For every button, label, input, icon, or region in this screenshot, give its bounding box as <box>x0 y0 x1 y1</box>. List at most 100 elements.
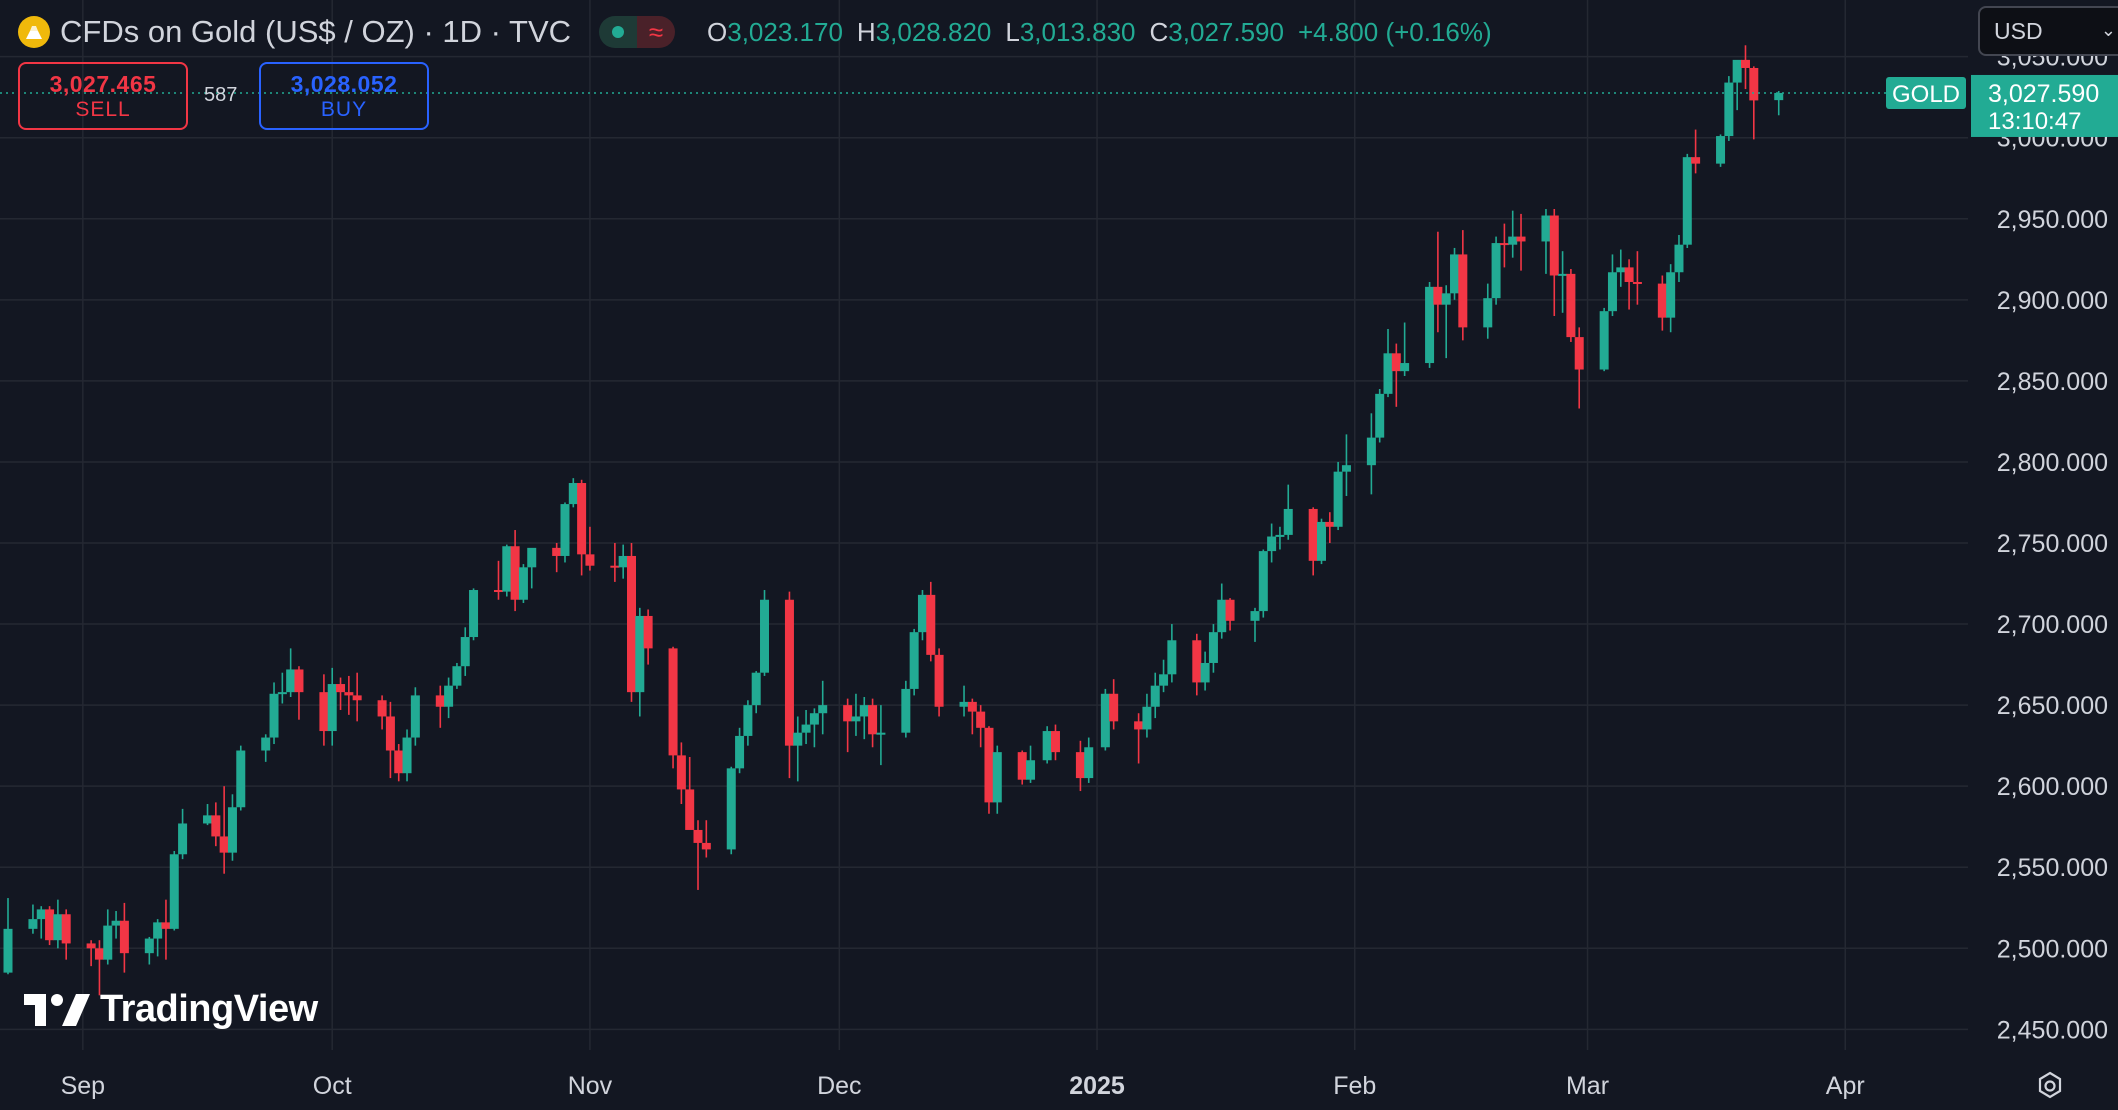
candle-body <box>502 546 512 592</box>
candle-down <box>294 666 304 720</box>
candle-up <box>1026 745 1036 783</box>
candle-up <box>1774 90 1784 116</box>
candle-body <box>1774 92 1784 101</box>
candle-body <box>460 637 470 667</box>
candle-body <box>28 919 38 929</box>
candle-up <box>1217 583 1227 639</box>
candle-body <box>626 555 636 693</box>
candle-body <box>901 688 911 733</box>
candle-body <box>1691 157 1701 164</box>
candle-body <box>1217 599 1227 633</box>
candle-body <box>269 693 279 738</box>
candle-body <box>61 914 71 944</box>
y-tick-label: 2,950.000 <box>1997 206 2108 234</box>
candle-body <box>701 842 711 850</box>
candle-down <box>1391 343 1401 407</box>
candle-up <box>726 766 736 855</box>
candle-up <box>410 687 420 746</box>
candle-body <box>444 685 454 707</box>
y-tick-label: 2,900.000 <box>1997 287 2108 315</box>
candle-down <box>1325 512 1335 543</box>
candle-up <box>1375 388 1385 443</box>
y-tick-label: 2,500.000 <box>1997 935 2108 963</box>
market-status-icon[interactable]: ≈ <box>599 16 676 48</box>
candle-down <box>693 820 703 890</box>
candle-down <box>626 543 636 702</box>
candle-body <box>676 755 686 790</box>
candle-up <box>801 709 811 745</box>
candle-body <box>1499 243 1509 246</box>
candle-down <box>1109 679 1119 730</box>
watermark-text: TradingView <box>100 988 318 1030</box>
candle-body <box>153 922 163 939</box>
candle-up <box>28 904 38 934</box>
candle-up <box>1425 281 1435 368</box>
candle-up <box>1541 209 1551 274</box>
candle-body <box>1391 353 1401 372</box>
symbol-title[interactable]: CFDs on Gold (US$ / OZ) · 1D · TVC <box>60 14 572 49</box>
candle-body <box>685 789 695 830</box>
candle-body <box>277 692 287 695</box>
low-label: L <box>1005 16 1020 47</box>
candle-body <box>1508 236 1518 245</box>
candle-body <box>859 705 869 717</box>
candle-body <box>1716 136 1726 164</box>
candle-body <box>1516 236 1526 242</box>
candle-body <box>909 632 919 689</box>
buy-button[interactable]: 3,028.052 BUY <box>259 62 429 130</box>
currency-select[interactable]: USD ⌄ <box>1978 6 2118 56</box>
candle-body <box>1026 760 1036 780</box>
currency-value: USD <box>1994 17 2043 44</box>
candle-body <box>452 666 462 686</box>
candle-body <box>1283 508 1293 535</box>
sell-price: 3,027.465 <box>49 70 157 97</box>
candle-up <box>1450 247 1460 300</box>
x-tick-label: Dec <box>817 1072 861 1100</box>
candle-up <box>735 727 745 774</box>
candle-body <box>1450 254 1460 294</box>
candle-body <box>818 705 828 714</box>
sell-button[interactable]: 3,027.465 SELL <box>18 62 188 130</box>
candle-down <box>119 902 129 973</box>
candle-down <box>45 906 55 946</box>
candle-up <box>992 745 1002 814</box>
candle-up <box>203 804 213 826</box>
candle-body <box>876 732 886 735</box>
candle-down <box>926 581 936 662</box>
candle-body <box>868 705 878 735</box>
candle-body <box>1200 662 1210 683</box>
candle-down <box>1458 230 1468 341</box>
candle-body <box>1317 521 1327 561</box>
candle-body <box>211 815 221 837</box>
candle-up <box>1267 523 1277 563</box>
candle-body <box>1341 465 1351 472</box>
candle-body <box>327 684 337 732</box>
candle-down <box>1075 740 1085 792</box>
tradingview-watermark[interactable]: TradingView <box>24 988 318 1031</box>
last-price-value: 3,027.590 <box>1988 80 2099 108</box>
candle-down <box>377 695 387 730</box>
candle-body <box>1433 286 1443 305</box>
candle-body <box>976 711 986 728</box>
candle-up <box>1724 76 1734 141</box>
candle-body <box>377 700 387 717</box>
candle-body <box>1325 521 1335 527</box>
candle-up <box>851 693 861 736</box>
candle-body <box>178 823 188 855</box>
candle-up <box>859 697 869 740</box>
candle-up <box>1100 688 1110 751</box>
candle-body <box>227 807 237 853</box>
candle-down <box>934 648 944 717</box>
settings-gear-icon[interactable] <box>2034 1070 2066 1102</box>
candle-body <box>294 669 304 693</box>
candle-up <box>269 682 279 745</box>
candle-up <box>1674 234 1684 282</box>
candle-down <box>61 909 71 960</box>
candle-up <box>635 607 645 717</box>
change-value: +4.800 (+0.16%) <box>1297 16 1492 47</box>
candle-body <box>793 732 803 746</box>
x-tick-label: Nov <box>568 1072 613 1100</box>
y-tick-label: 2,750.000 <box>1997 530 2108 558</box>
candle-body <box>1308 508 1318 561</box>
